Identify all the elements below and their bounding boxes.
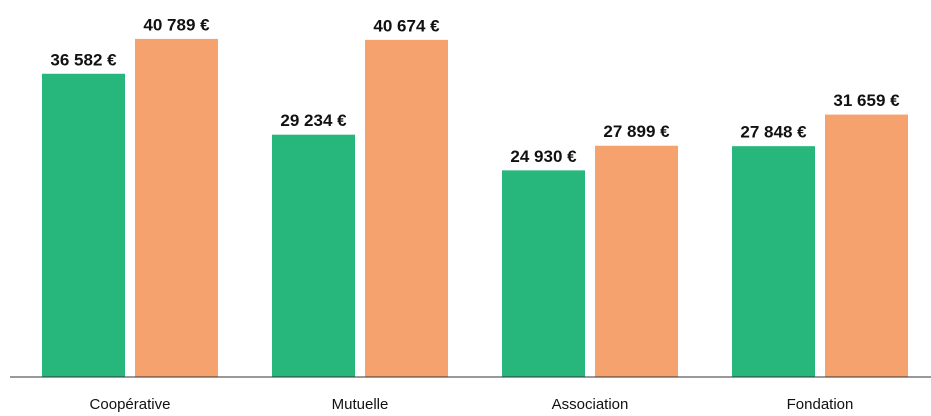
value-label: 36 582 € xyxy=(50,50,117,69)
x-tick-label: Coopérative xyxy=(90,396,171,413)
x-tick-label: Association xyxy=(552,396,629,413)
bar xyxy=(595,145,678,377)
value-label: 40 789 € xyxy=(143,15,210,34)
bar xyxy=(135,38,218,377)
value-label: 24 930 € xyxy=(510,147,577,166)
bar xyxy=(365,39,448,378)
bar xyxy=(272,134,355,377)
value-label: 27 899 € xyxy=(603,122,670,141)
bar xyxy=(825,114,908,378)
bar xyxy=(502,170,585,377)
value-label: 29 234 € xyxy=(280,111,347,130)
bar xyxy=(42,73,125,377)
x-tick-label: Mutuelle xyxy=(332,396,389,413)
bar xyxy=(732,146,815,377)
value-label: 31 659 € xyxy=(833,91,900,110)
value-label: 40 674 € xyxy=(373,16,440,35)
x-tick-label: Fondation xyxy=(787,396,854,413)
value-label: 27 848 € xyxy=(740,123,807,142)
